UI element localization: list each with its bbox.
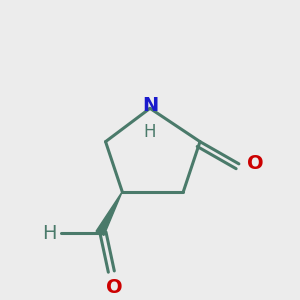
Text: N: N: [142, 96, 158, 115]
Text: O: O: [106, 278, 122, 297]
Text: H: H: [144, 123, 156, 141]
Polygon shape: [96, 192, 122, 236]
Text: H: H: [43, 224, 57, 243]
Text: O: O: [247, 154, 264, 173]
